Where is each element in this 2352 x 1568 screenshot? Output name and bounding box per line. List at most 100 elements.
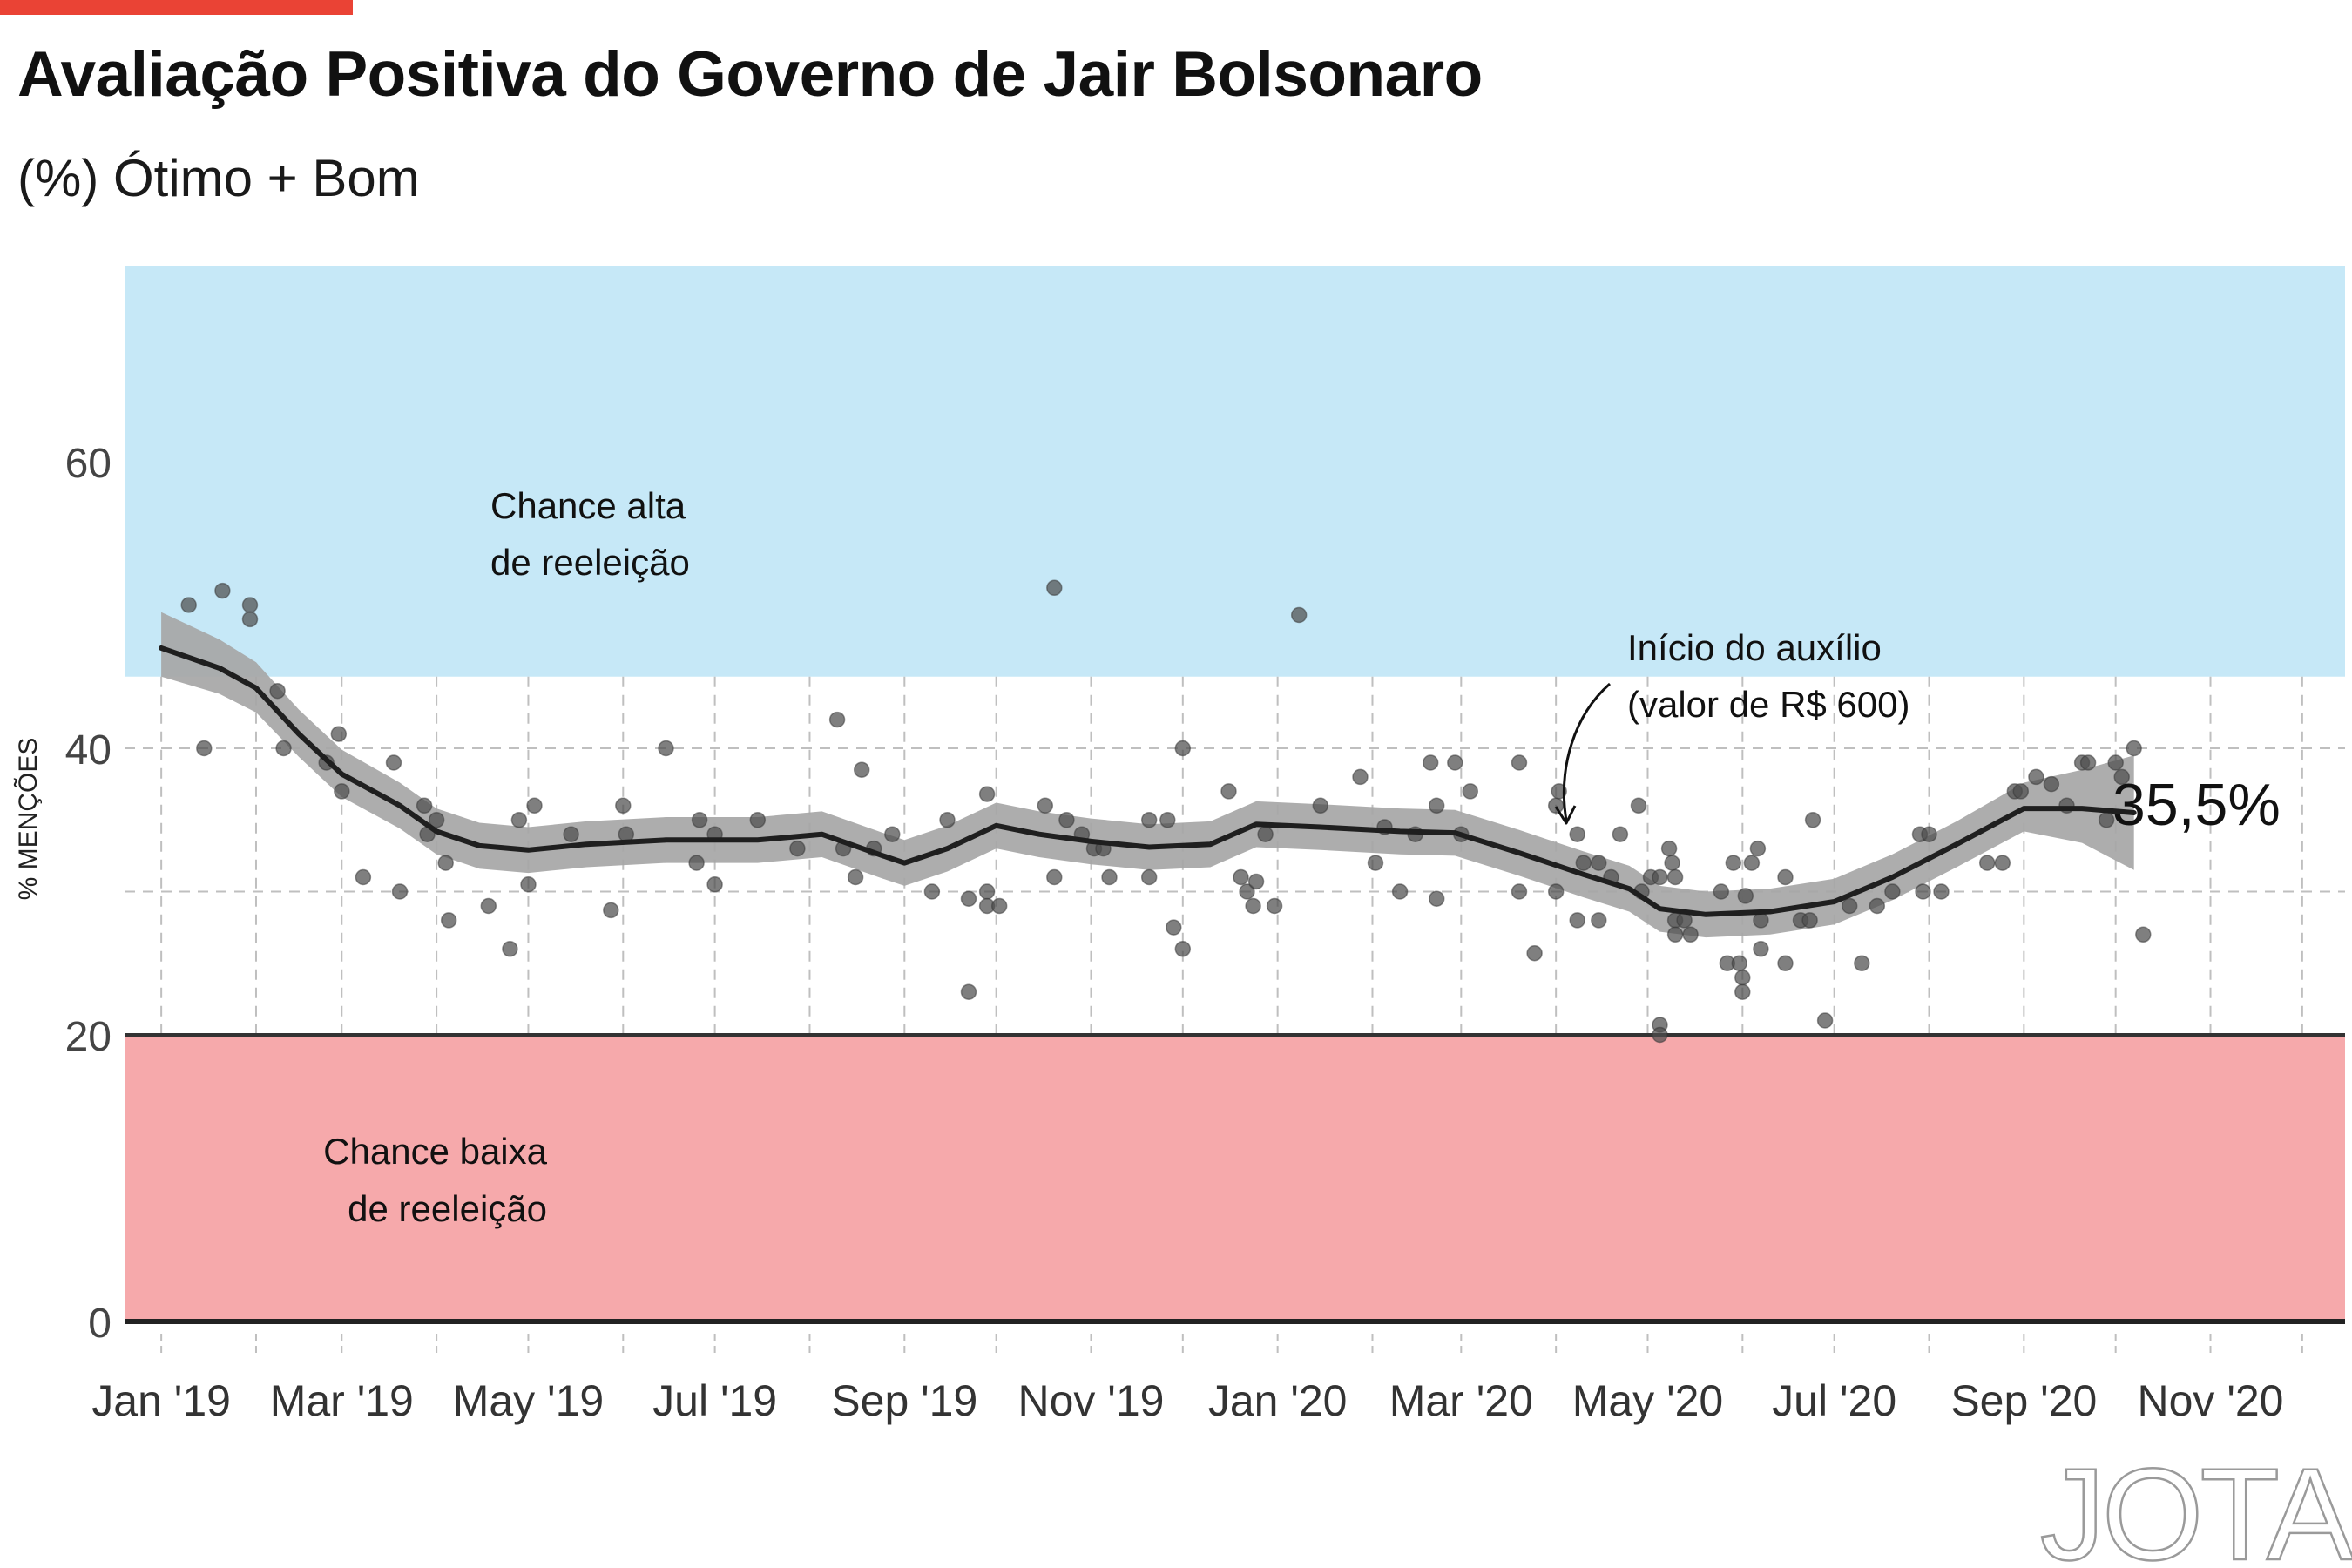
data-point xyxy=(2135,926,2152,943)
data-point xyxy=(510,812,528,828)
data-point xyxy=(1713,883,1730,900)
annotation-auxilio-line: Início do auxílio xyxy=(1627,627,1882,668)
x-tick-label: Nov '20 xyxy=(2138,1376,2284,1425)
y-tick-label: 60 xyxy=(65,441,112,487)
data-point xyxy=(1753,941,1769,957)
data-point xyxy=(884,826,901,842)
data-point xyxy=(241,611,259,628)
data-point xyxy=(1978,855,1996,871)
data-point xyxy=(1591,855,1607,871)
data-point xyxy=(1994,855,2011,871)
data-point xyxy=(563,826,579,842)
data-point xyxy=(603,902,619,919)
data-point xyxy=(1511,754,1528,771)
data-point xyxy=(749,812,767,828)
data-point xyxy=(2107,754,2124,771)
data-point xyxy=(330,726,348,742)
data-point xyxy=(1101,868,1118,886)
x-tick-label: Sep '20 xyxy=(1950,1376,2097,1425)
data-point xyxy=(1743,855,1761,871)
y-tick-label: 0 xyxy=(88,1301,112,1347)
data-point xyxy=(978,786,996,802)
data-point xyxy=(1174,740,1192,757)
data-point xyxy=(691,812,708,828)
data-point xyxy=(1290,606,1308,624)
data-point xyxy=(2028,768,2044,786)
data-point xyxy=(355,868,372,886)
data-point xyxy=(1233,868,1249,886)
data-point xyxy=(1933,883,1950,900)
data-point xyxy=(1664,855,1680,871)
data-point xyxy=(1612,826,1629,842)
data-point xyxy=(1174,941,1192,957)
data-point xyxy=(1753,912,1769,929)
data-point xyxy=(688,855,705,871)
data-point xyxy=(1428,890,1445,907)
data-point xyxy=(1666,868,1684,886)
data-point xyxy=(1569,826,1585,842)
data-point xyxy=(939,812,956,828)
data-point xyxy=(1140,812,1158,828)
data-point xyxy=(1220,783,1237,800)
data-point xyxy=(1630,797,1647,814)
data-point xyxy=(1734,969,1751,986)
data-point xyxy=(1749,840,1767,857)
data-point xyxy=(1591,912,1607,929)
data-point xyxy=(1037,797,1054,814)
data-point xyxy=(502,941,518,957)
data-point xyxy=(1547,797,1565,814)
data-point xyxy=(960,890,977,907)
high-zone-label-line: Chance alta xyxy=(490,485,686,526)
data-point xyxy=(1777,955,1794,972)
chart-title: Avaliação Positiva do Governo de Jair Bo… xyxy=(17,39,1483,110)
x-tick-label: Jul '20 xyxy=(1772,1376,1896,1425)
data-point xyxy=(1854,955,1870,972)
data-point xyxy=(1526,944,1543,962)
data-point xyxy=(615,797,632,814)
low-reelection-zone xyxy=(125,1035,2345,1321)
data-point xyxy=(1257,826,1274,842)
low-zone-label-line: Chance baixa xyxy=(323,1131,547,1172)
data-point xyxy=(428,812,445,828)
trend-line xyxy=(159,645,2137,917)
data-point xyxy=(1511,883,1528,900)
data-point xyxy=(978,883,996,900)
data-point xyxy=(1884,883,1901,900)
y-tick-label: 40 xyxy=(65,727,112,774)
data-point xyxy=(437,855,454,871)
data-point xyxy=(990,897,1008,915)
data-point xyxy=(1245,897,1261,915)
data-point xyxy=(1422,754,1439,771)
data-point xyxy=(1921,826,1937,842)
data-point xyxy=(1046,579,1063,597)
data-point xyxy=(1569,912,1585,929)
data-point xyxy=(1801,912,1818,929)
data-point xyxy=(1777,868,1794,886)
data-point xyxy=(1804,812,1821,828)
data-point xyxy=(2079,754,2097,771)
data-point xyxy=(391,883,409,900)
annotation-arrowhead xyxy=(1554,805,1577,825)
data-point xyxy=(2043,775,2060,793)
data-point xyxy=(1247,873,1265,890)
x-tick-label: May '19 xyxy=(453,1376,605,1425)
data-point xyxy=(1652,868,1668,886)
data-point xyxy=(1462,783,1479,800)
x-tick-label: Sep '19 xyxy=(831,1376,977,1425)
data-point xyxy=(334,783,350,800)
data-point xyxy=(1660,840,1678,857)
data-point xyxy=(1391,883,1409,900)
confidence-band xyxy=(161,612,2134,938)
data-point xyxy=(1166,919,1182,936)
x-tick-label: Nov '19 xyxy=(1017,1376,1164,1425)
data-point xyxy=(789,840,806,857)
data-point xyxy=(1731,955,1748,972)
jota-logo: JOTA xyxy=(2040,1441,2352,1568)
data-point xyxy=(1725,855,1742,871)
data-point xyxy=(853,761,870,778)
data-point xyxy=(196,740,213,757)
data-point xyxy=(1682,926,1699,943)
data-point xyxy=(1140,868,1158,886)
data-point xyxy=(1575,855,1592,871)
